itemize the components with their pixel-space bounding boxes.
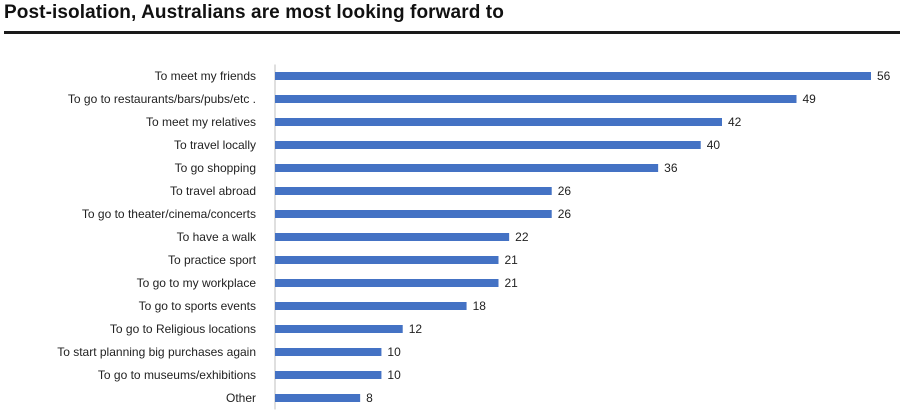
value-label: 12 <box>409 322 423 336</box>
category-label: To go to restaurants/bars/pubs/etc . <box>68 92 256 106</box>
category-label: To go shopping <box>175 161 256 175</box>
category-label: To go to sports events <box>139 299 256 313</box>
category-label: To go to museums/exhibitions <box>98 368 256 382</box>
bar <box>275 279 499 287</box>
category-label: To go to theater/cinema/concerts <box>82 207 256 221</box>
category-label: Other <box>226 391 256 405</box>
bar <box>275 371 382 379</box>
category-label: To travel locally <box>174 138 256 152</box>
bar <box>275 118 722 126</box>
bar <box>275 394 361 402</box>
bars-layer: To meet my friends 56 To go to restaurants… <box>57 64 891 410</box>
bar <box>275 187 552 195</box>
value-label: 22 <box>515 230 529 244</box>
value-label: 21 <box>505 276 519 290</box>
value-label: 8 <box>366 391 373 405</box>
value-label: 26 <box>558 184 572 198</box>
value-label: 10 <box>387 345 401 359</box>
bar <box>275 210 552 218</box>
value-label: 21 <box>505 253 519 267</box>
bar <box>275 72 871 80</box>
value-label: 40 <box>707 138 721 152</box>
value-label: 10 <box>387 368 401 382</box>
chart-title: Post-isolation, Australians are most loo… <box>4 2 504 23</box>
value-label: 42 <box>728 115 742 129</box>
bar <box>275 141 701 149</box>
bar <box>275 164 659 172</box>
category-label: To practice sport <box>168 253 257 267</box>
category-label: To meet my relatives <box>146 115 256 129</box>
category-label: To meet my friends <box>155 69 256 83</box>
bar <box>275 325 403 333</box>
value-label: 18 <box>473 299 487 313</box>
value-label: 49 <box>803 92 817 106</box>
category-label: To travel abroad <box>170 184 256 198</box>
bar <box>275 233 510 241</box>
value-label: 56 <box>877 69 891 83</box>
value-label: 26 <box>558 207 572 221</box>
bar <box>275 348 382 356</box>
bar <box>275 256 499 264</box>
category-label: To have a walk <box>177 230 257 244</box>
value-label: 36 <box>664 161 678 175</box>
category-label: To go to Religious locations <box>110 322 256 336</box>
title-underline <box>4 31 900 34</box>
bar <box>275 302 467 310</box>
bar <box>275 95 797 103</box>
category-label: To go to my workplace <box>137 276 257 290</box>
category-label: To start planning big purchases again <box>57 345 256 359</box>
